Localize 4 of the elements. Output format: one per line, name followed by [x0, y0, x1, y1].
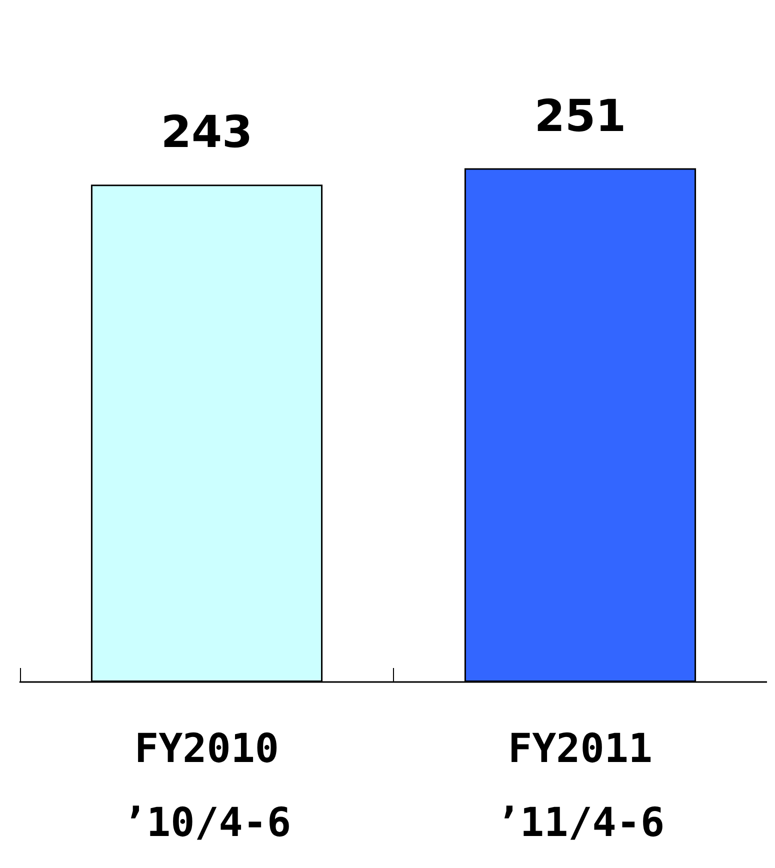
- x-tick-label: FY2011 ’11/4-6: [496, 726, 665, 846]
- data-label: 251: [534, 90, 626, 142]
- data-label: 243: [160, 107, 253, 158]
- x-tick-label: FY2010 ’10/4-6: [122, 726, 292, 846]
